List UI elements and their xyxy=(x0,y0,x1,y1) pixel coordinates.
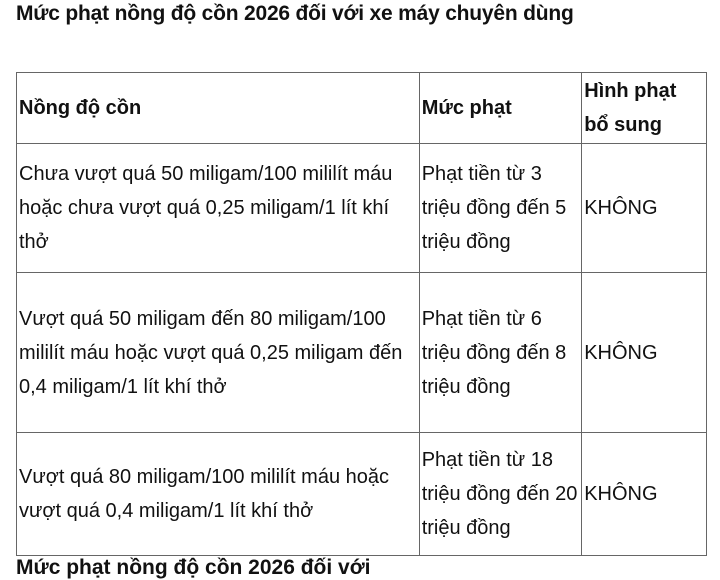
cell-fine: Phạt tiền từ 3 triệu đồng đến 5 triệu đồ… xyxy=(418,143,583,273)
page-title: Mức phạt nồng độ cồn 2026 đối với xe máy… xyxy=(16,2,574,25)
cell-additional-penalty: KHÔNG xyxy=(581,432,707,556)
header-additional-penalty: Hình phạt bổ sung xyxy=(581,72,707,144)
next-heading-clipped: Mức phạt nồng độ cồn 2026 đối với xyxy=(16,556,371,579)
cell-alcohol-level: Vượt quá 50 miligam đến 80 miligam/100 m… xyxy=(16,272,420,433)
header-alcohol-level: Nồng độ cồn xyxy=(16,72,420,144)
cell-additional-penalty: KHÔNG xyxy=(581,272,707,433)
cell-additional-penalty: KHÔNG xyxy=(581,143,707,273)
table-row: Chưa vượt quá 50 miligam/100 mililít máu… xyxy=(16,143,707,273)
table-row: Vượt quá 80 miligam/100 mililít máu hoặc… xyxy=(16,432,707,556)
cell-fine: Phạt tiền từ 18 triệu đồng đến 20 triệu … xyxy=(418,432,583,556)
cell-fine: Phạt tiền từ 6 triệu đồng đến 8 triệu đồ… xyxy=(418,272,583,433)
table-header-row: Nồng độ cồn Mức phạt Hình phạt bổ sung xyxy=(16,72,707,144)
fine-table: Nồng độ cồn Mức phạt Hình phạt bổ sung C… xyxy=(16,72,707,556)
cell-alcohol-level: Chưa vượt quá 50 miligam/100 mililít máu… xyxy=(16,143,420,273)
cell-alcohol-level: Vượt quá 80 miligam/100 mililít máu hoặc… xyxy=(16,432,420,556)
table-row: Vượt quá 50 miligam đến 80 miligam/100 m… xyxy=(16,272,707,433)
header-fine: Mức phạt xyxy=(418,72,583,144)
